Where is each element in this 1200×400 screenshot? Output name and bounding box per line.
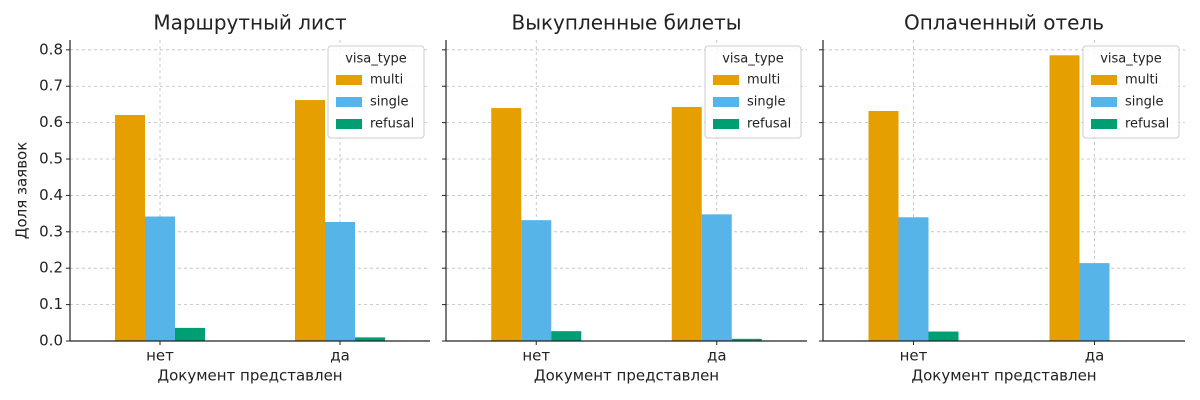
- bar: [521, 220, 552, 341]
- legend-swatch: [1091, 97, 1117, 107]
- legend-box: [327, 45, 425, 139]
- legend-title: visa_type: [722, 52, 784, 67]
- bar: [928, 331, 959, 341]
- x-axis-label: Документ представлен: [534, 367, 719, 385]
- bar: [491, 108, 522, 341]
- y-tick-label: 0.2: [39, 259, 63, 277]
- legend-label: refusal: [370, 117, 414, 132]
- legend-swatch: [713, 119, 739, 129]
- bar: [1079, 263, 1110, 341]
- bar: [868, 110, 899, 342]
- legend-label: refusal: [1125, 117, 1169, 132]
- legend-swatch: [336, 75, 362, 85]
- legend-swatch: [713, 75, 739, 85]
- legend-title: visa_type: [1100, 52, 1162, 67]
- legend-label: refusal: [747, 117, 791, 132]
- legend-swatch: [336, 119, 362, 129]
- bar: [145, 216, 175, 341]
- legend-title: visa_type: [345, 52, 407, 67]
- y-tick-label: 0.8: [39, 40, 63, 58]
- legend-label: single: [1125, 95, 1164, 110]
- x-axis-label: Документ представлен: [157, 367, 342, 385]
- legend-label: single: [370, 95, 409, 110]
- x-tick-label: нет: [146, 347, 174, 365]
- y-tick-label: 0.0: [39, 332, 63, 350]
- x-tick-label: нет: [522, 347, 550, 365]
- legend-label: multi: [1125, 73, 1158, 88]
- legend-swatch: [1091, 75, 1117, 85]
- bar: [355, 337, 385, 341]
- x-tick-label: нет: [900, 347, 928, 365]
- legend-box: [1082, 45, 1180, 139]
- x-tick-label: да: [1085, 347, 1105, 365]
- bar: [325, 221, 355, 341]
- y-tick-label: 0.4: [39, 186, 63, 204]
- bar: [701, 214, 732, 341]
- y-axis-label: Доля заявок: [13, 142, 31, 240]
- legend-box: [704, 45, 802, 139]
- panel-title: Выкупленные билеты: [511, 11, 741, 35]
- x-axis-label: Документ представлен: [911, 367, 1096, 385]
- bar: [295, 100, 325, 341]
- y-tick-label: 0.5: [39, 150, 63, 168]
- panel-title: Маршрутный лист: [153, 11, 347, 35]
- bar: [1049, 55, 1080, 341]
- bar: [671, 106, 702, 341]
- legend-label: multi: [370, 73, 403, 88]
- x-tick-label: да: [330, 347, 350, 365]
- legend-swatch: [336, 97, 362, 107]
- bar: [731, 338, 762, 341]
- y-tick-label: 0.3: [39, 222, 63, 240]
- legend-swatch: [1091, 119, 1117, 129]
- bar: [551, 331, 582, 341]
- legend-label: single: [747, 95, 786, 110]
- y-tick-label: 0.6: [39, 113, 63, 131]
- legend-label: multi: [747, 73, 780, 88]
- y-tick-label: 0.7: [39, 77, 63, 95]
- y-tick-label: 0.1: [39, 295, 63, 313]
- legend-swatch: [713, 97, 739, 107]
- bar: [898, 217, 929, 341]
- bar: [115, 114, 145, 342]
- panel-title: Оплаченный отель: [904, 11, 1104, 35]
- bar: [175, 327, 205, 341]
- x-tick-label: да: [707, 347, 727, 365]
